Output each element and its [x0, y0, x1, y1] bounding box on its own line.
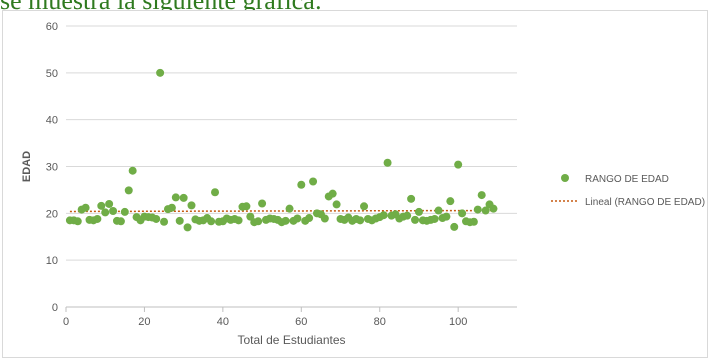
x-tick-label: 100 — [449, 316, 467, 328]
data-point — [442, 212, 451, 221]
x-tick-label: 40 — [217, 316, 229, 328]
data-point — [207, 217, 216, 226]
data-point — [407, 194, 416, 203]
data-point — [116, 217, 125, 226]
data-point — [211, 188, 220, 197]
data-point — [454, 160, 463, 169]
data-point — [93, 214, 102, 223]
data-point — [446, 197, 455, 206]
data-point — [293, 214, 302, 223]
y-tick-labels: 0 10 20 30 40 50 60 — [46, 21, 58, 314]
axes — [65, 306, 517, 312]
data-point — [473, 205, 482, 214]
legend: RANGO DE EDAD Lineal (RANGO DE EDAD) — [551, 174, 705, 208]
data-point — [285, 204, 294, 213]
data-point — [383, 158, 392, 167]
y-axis-label: EDAD — [21, 151, 33, 182]
data-point — [469, 217, 478, 226]
data-point — [450, 222, 459, 231]
y-tick-label: 20 — [46, 208, 58, 220]
data-point — [481, 206, 490, 215]
data-point — [258, 199, 267, 208]
data-point — [246, 212, 255, 221]
data-point — [356, 216, 365, 225]
data-point — [403, 211, 412, 220]
data-point — [105, 199, 114, 208]
grid-lines — [66, 25, 517, 261]
chart-area: 0 10 20 30 40 50 60 0 20 40 60 80 100 EDAD Total de… — [2, 10, 708, 358]
data-point — [120, 207, 129, 216]
data-point — [430, 214, 439, 223]
data-point — [234, 216, 243, 225]
data-point — [171, 193, 180, 202]
data-point — [183, 223, 192, 232]
data-point — [411, 215, 420, 224]
data-point — [305, 214, 314, 223]
data-point — [489, 204, 498, 213]
data-point — [360, 202, 369, 211]
data-point — [97, 201, 106, 210]
y-tick-label: 10 — [46, 255, 58, 267]
data-point — [309, 177, 318, 186]
data-point — [458, 209, 467, 218]
y-tick-label: 50 — [46, 68, 58, 80]
data-point — [152, 214, 161, 223]
y-tick-label: 30 — [46, 162, 58, 174]
data-point — [101, 208, 110, 217]
data-point — [128, 166, 137, 175]
data-point — [167, 203, 176, 212]
data-point — [73, 217, 82, 226]
y-tick-label: 40 — [46, 115, 58, 127]
data-point — [156, 68, 165, 77]
data-point — [414, 207, 423, 216]
x-tick-labels: 0 20 40 60 80 100 — [63, 316, 467, 328]
trendline-line — [69, 209, 494, 213]
data-point — [109, 206, 118, 215]
x-tick-label: 0 — [63, 316, 69, 328]
x-tick-label: 60 — [295, 316, 307, 328]
data-point — [160, 217, 169, 226]
legend-label-scatter: RANGO DE EDAD — [585, 174, 669, 185]
data-point — [242, 202, 251, 211]
data-point — [179, 193, 188, 202]
x-tick-label: 20 — [138, 316, 150, 328]
scatter-chart: 0 10 20 30 40 50 60 0 20 40 60 80 100 EDAD Total de… — [21, 21, 705, 347]
data-point — [328, 189, 337, 198]
data-point — [175, 216, 184, 225]
y-tick-label: 0 — [52, 302, 58, 314]
x-axis-label: Total de Estudiantes — [237, 333, 345, 347]
data-point — [124, 186, 133, 195]
data-point — [477, 191, 486, 200]
data-point — [434, 206, 443, 215]
data-point — [187, 201, 196, 210]
x-tick-label: 80 — [374, 316, 386, 328]
data-point — [297, 180, 306, 189]
trendline — [69, 209, 494, 213]
data-point — [254, 217, 263, 226]
legend-label-trendline: Lineal (RANGO DE EDAD) — [585, 197, 705, 208]
data-point — [332, 200, 341, 209]
data-points — [65, 68, 498, 232]
legend-marker-scatter — [561, 174, 569, 182]
data-point — [281, 216, 290, 225]
data-point — [379, 211, 388, 220]
y-tick-label: 60 — [46, 21, 58, 33]
data-point — [320, 214, 329, 223]
data-point — [81, 203, 90, 212]
